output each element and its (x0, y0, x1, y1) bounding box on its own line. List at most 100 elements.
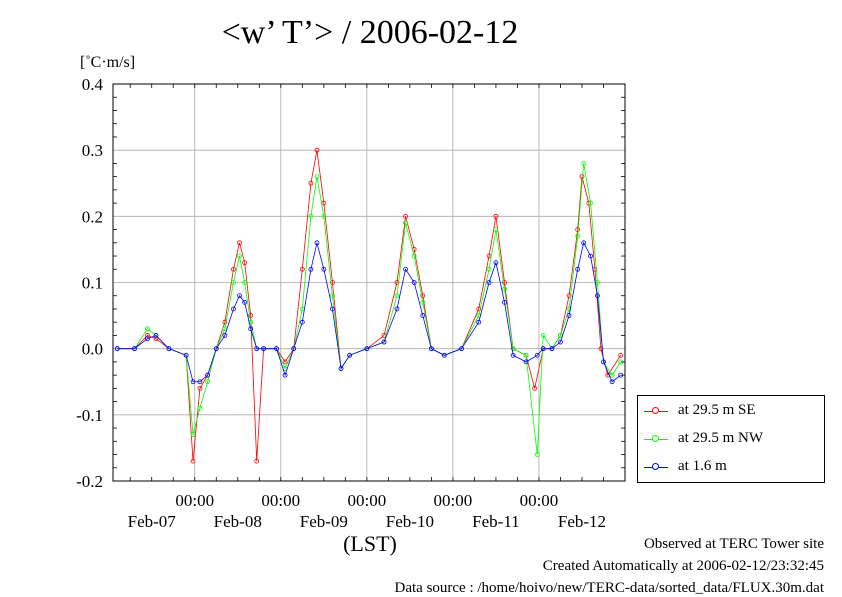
data-point (321, 213, 327, 219)
y-tick-label: 0.3 (82, 141, 103, 160)
y-axis-unit: [˚C·m/s] (80, 54, 136, 71)
x-tick-label-date: Feb-11 (472, 512, 520, 531)
y-tick-label: 0.2 (82, 207, 103, 226)
x-tick-label-time: 00:00 (520, 491, 559, 510)
data-point (114, 346, 120, 352)
data-point (540, 333, 546, 338)
data-point (197, 385, 203, 391)
data-point (222, 333, 228, 338)
footer-data-source: Data source : /home/hoivo/new/TERC-data/… (394, 580, 825, 596)
data-point (254, 458, 260, 464)
data-point (205, 379, 211, 385)
data-point (231, 280, 236, 285)
data-point (566, 313, 572, 318)
data-point (609, 379, 615, 385)
data-point (222, 319, 228, 325)
data-point (242, 260, 248, 266)
legend-item: at 1.6 m (638, 454, 824, 482)
data-point (502, 286, 507, 292)
x-tick-label-date: Feb-08 (214, 512, 262, 531)
series-1 (114, 160, 624, 457)
data-point (145, 326, 150, 332)
data-point (403, 220, 408, 226)
data-point (299, 266, 305, 272)
data-point (566, 306, 572, 312)
data-point (153, 333, 159, 338)
data-point (299, 319, 305, 325)
x-tick-label-date: Feb-09 (300, 512, 348, 531)
data-point (581, 240, 587, 246)
data-point (261, 346, 266, 352)
data-point (420, 293, 426, 299)
data-point (588, 253, 593, 259)
data-point (493, 260, 499, 266)
data-point (190, 432, 196, 438)
data-point (502, 299, 507, 305)
data-point (242, 299, 248, 305)
data-point (598, 346, 604, 352)
data-point (595, 293, 600, 299)
data-point (540, 346, 546, 352)
data-point (248, 326, 254, 332)
data-point (601, 359, 606, 365)
data-point (609, 372, 615, 378)
legend-marker (652, 463, 659, 470)
data-point (441, 352, 447, 358)
data-point (347, 352, 353, 358)
x-axis-label: (LST) (343, 531, 397, 556)
data-point (237, 293, 242, 299)
data-point (420, 313, 426, 318)
data-point (566, 293, 572, 299)
data-point (575, 266, 581, 272)
data-point (581, 160, 587, 166)
plot-frame (112, 83, 626, 482)
data-point (197, 379, 203, 385)
x-tick-label-time: 00:00 (347, 491, 386, 510)
series-lines (114, 147, 624, 464)
data-point (411, 280, 417, 285)
data-point (197, 405, 203, 411)
data-point (558, 339, 563, 345)
chart-title: <w’ T’> / 2006-02-12 (221, 14, 519, 51)
data-point (411, 253, 417, 259)
grid-lines (113, 83, 625, 482)
data-point (493, 227, 499, 232)
legend: at 29.5 m SE at 29.5 m NW at 1.6 m (637, 395, 825, 483)
data-point (231, 266, 236, 272)
data-point (330, 293, 335, 299)
data-point (205, 372, 211, 378)
data-point (242, 280, 248, 285)
data-point (618, 352, 624, 358)
data-point (291, 346, 297, 352)
y-tick-label: 0.4 (82, 75, 104, 94)
data-point (510, 352, 516, 358)
y-tick-label: -0.1 (76, 406, 103, 425)
data-point (549, 346, 555, 352)
legend-label: at 1.6 m (678, 458, 727, 474)
legend-item: at 29.5 m SE (638, 398, 824, 426)
data-point (486, 266, 492, 272)
data-point (486, 280, 492, 285)
data-point (532, 385, 538, 391)
data-point (394, 293, 400, 299)
data-point (523, 359, 529, 365)
footer-created: Created Automatically at 2006-02-12/23:3… (542, 558, 824, 574)
data-point (502, 280, 507, 285)
data-point (145, 333, 150, 338)
data-point (510, 346, 516, 352)
legend-item: at 29.5 m NW (638, 426, 824, 454)
data-point (523, 352, 529, 358)
data-point (183, 352, 189, 358)
data-point (153, 336, 159, 342)
data-point (314, 147, 320, 153)
data-point (364, 346, 370, 352)
data-point (190, 379, 196, 385)
x-tick-label-date: Feb-12 (558, 512, 606, 531)
data-point (166, 346, 172, 352)
data-point (534, 452, 540, 457)
x-tick-label-time: 00:00 (261, 491, 300, 510)
legend-marker (652, 407, 659, 414)
data-point (579, 174, 585, 180)
y-tick-label: 0.1 (82, 274, 103, 293)
data-point (428, 346, 434, 352)
